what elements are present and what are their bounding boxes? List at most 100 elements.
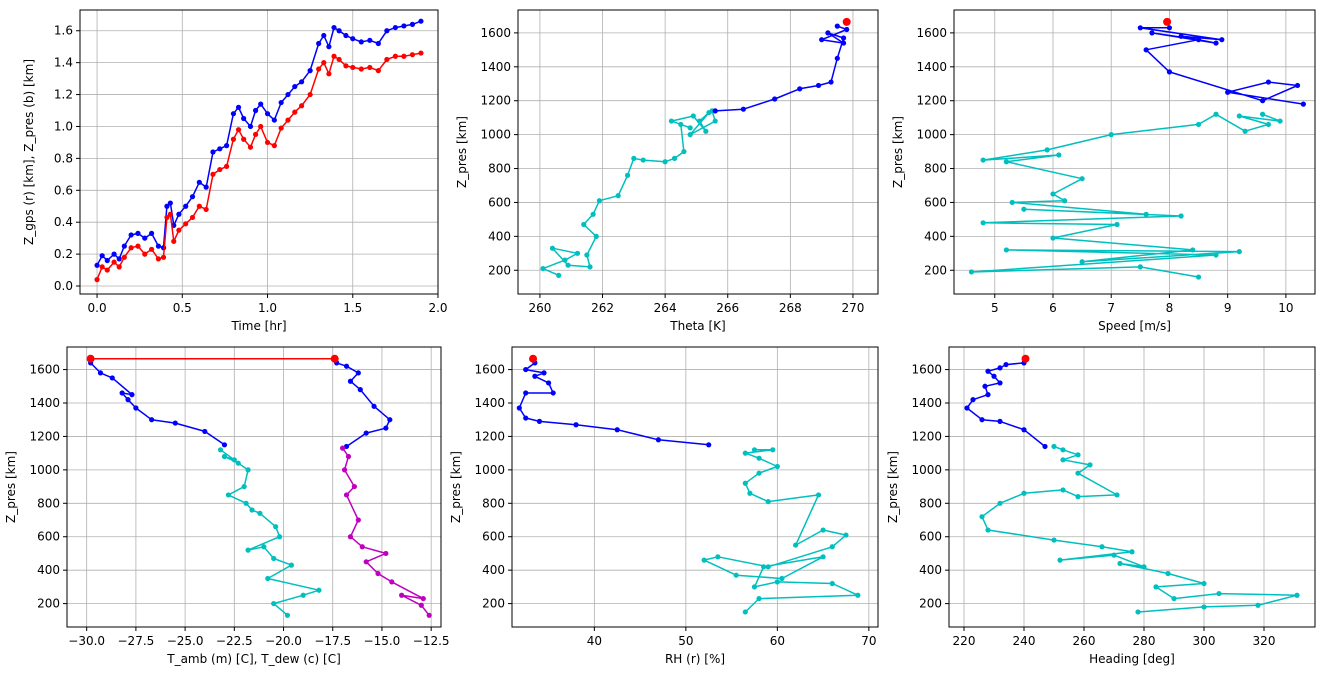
data-point-cyan	[273, 524, 279, 530]
plot-frame	[517, 9, 879, 295]
data-point-blue	[532, 373, 538, 379]
x-tick-label: −22.5	[216, 634, 253, 648]
data-point-blue	[997, 365, 1003, 371]
data-point-red	[235, 127, 242, 133]
y-axis-label: Z_pres [km]	[4, 451, 18, 523]
y-tick-label: 400	[488, 229, 511, 243]
data-point-blue	[299, 79, 305, 85]
y-tick-label: 0.0	[54, 279, 73, 293]
series-line-blue	[1139, 27, 1304, 105]
data-point-blue	[1195, 37, 1202, 43]
data-point-blue	[357, 387, 363, 393]
data-point-blue	[104, 257, 110, 264]
data-point-cyan	[1137, 264, 1143, 270]
data-point-blue	[241, 115, 247, 122]
data-point-blue	[336, 28, 342, 34]
data-point-red	[210, 171, 216, 177]
data-point-red	[1021, 354, 1030, 363]
data-point-blue	[1149, 30, 1155, 36]
data-point-cyan	[615, 193, 621, 199]
data-point-blue	[1003, 361, 1009, 368]
data-point-cyan	[733, 572, 739, 578]
data-point-blue	[985, 392, 991, 398]
data-point-blue	[224, 143, 230, 149]
data-point-blue	[292, 83, 298, 90]
data-point-red	[196, 203, 202, 209]
data-point-cyan	[1201, 580, 1207, 587]
data-point-red	[1163, 17, 1172, 26]
data-point-blue	[979, 417, 985, 423]
data-point-red	[307, 91, 313, 98]
data-point-cyan	[1062, 198, 1068, 204]
data-point-blue	[343, 443, 350, 450]
data-point-cyan	[696, 118, 703, 124]
data-point-red	[94, 277, 100, 283]
data-point-blue	[172, 420, 178, 426]
data-point-blue	[1042, 443, 1048, 450]
subplot-3: 5 6 7 8 9 10 200 400 600 800 1000 1200 1400 1600 Speed…	[891, 9, 1316, 333]
data-point-cyan	[1108, 132, 1114, 138]
y-axis-label: Z_pres [km]	[449, 451, 463, 523]
y-tick-label: 1400	[474, 396, 505, 410]
data-point-red	[230, 136, 237, 142]
x-tick-label: 60	[770, 634, 785, 648]
data-point-cyan	[631, 155, 637, 161]
data-point-blue	[343, 363, 350, 369]
series-group	[516, 354, 861, 615]
data-point-blue	[202, 428, 208, 435]
data-point-red	[167, 211, 173, 217]
y-tick-label: 0.6	[54, 183, 73, 197]
data-point-cyan	[574, 250, 581, 256]
data-point-cyan	[562, 257, 568, 263]
x-tick-label: −30.0	[68, 634, 105, 648]
y-tick-label: 1200	[911, 429, 942, 443]
data-point-blue	[109, 375, 115, 381]
data-point-red	[252, 131, 259, 138]
data-point-red	[321, 60, 327, 66]
y-tick-label: 800	[482, 496, 505, 510]
data-point-blue	[149, 230, 155, 236]
x-tick-label: 320	[1253, 634, 1276, 648]
y-tick-label: 1600	[916, 26, 947, 40]
data-point-cyan	[1087, 462, 1093, 468]
data-point-cyan	[217, 447, 224, 453]
data-point-cyan	[624, 172, 631, 178]
data-point-red	[418, 50, 424, 56]
data-point-blue	[1219, 37, 1225, 43]
series-line-cyan	[970, 113, 1281, 278]
data-point-red	[285, 117, 291, 123]
series-line-cyan	[981, 445, 1298, 613]
data-point-red	[336, 56, 342, 63]
data-point-cyan	[1021, 490, 1027, 496]
x-tick-label: 0.0	[88, 301, 107, 315]
y-tick-label: 1200	[474, 429, 505, 443]
data-point-blue	[189, 194, 196, 200]
data-point-magenta	[383, 550, 389, 557]
data-point-blue	[326, 44, 332, 50]
x-tick-label: 1.0	[258, 301, 277, 315]
y-tick-label: 600	[924, 195, 947, 209]
y-tick-label: 1200	[480, 94, 511, 108]
data-point-cyan	[587, 264, 593, 270]
y-tick-label: 1000	[29, 463, 60, 477]
data-point-magenta	[339, 445, 346, 451]
data-point-cyan	[596, 198, 602, 204]
y-axis-label: Z_pres [km]	[891, 116, 905, 188]
data-point-blue	[573, 422, 579, 428]
data-point-cyan	[225, 492, 232, 498]
data-point-blue	[142, 235, 148, 241]
data-point-red	[160, 254, 167, 260]
data-point-cyan	[261, 544, 267, 550]
data-point-cyan	[1044, 147, 1050, 153]
data-point-red	[326, 71, 332, 77]
plot-frame	[948, 346, 1316, 628]
data-point-cyan	[751, 584, 758, 590]
series-line-blue	[96, 20, 422, 266]
data-point-cyan	[276, 534, 283, 540]
y-tick-label: 1.2	[54, 88, 73, 102]
data-point-blue	[155, 243, 162, 249]
data-point-cyan	[1003, 247, 1010, 253]
data-point-cyan	[556, 272, 562, 278]
data-point-cyan	[1236, 113, 1242, 119]
data-point-red	[224, 163, 230, 169]
